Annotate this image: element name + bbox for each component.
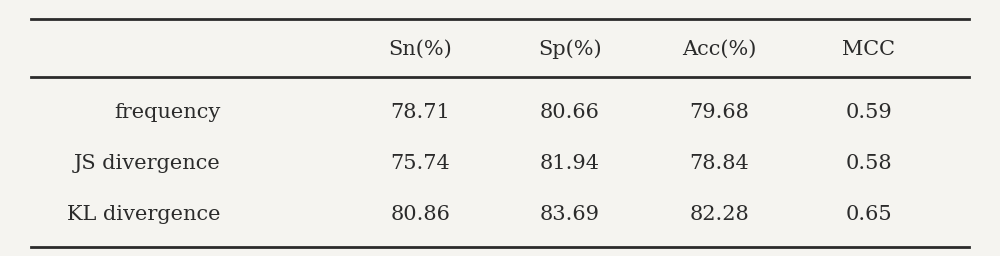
Text: Sn(%): Sn(%) [388, 40, 452, 59]
Text: 82.28: 82.28 [690, 205, 749, 223]
Text: 0.58: 0.58 [846, 154, 892, 173]
Text: 0.59: 0.59 [846, 103, 892, 122]
Text: 80.86: 80.86 [390, 205, 450, 223]
Text: 83.69: 83.69 [540, 205, 600, 223]
Text: frequency: frequency [114, 103, 221, 122]
Text: 81.94: 81.94 [540, 154, 600, 173]
Text: 78.84: 78.84 [690, 154, 749, 173]
Text: 0.65: 0.65 [846, 205, 892, 223]
Text: 79.68: 79.68 [689, 103, 749, 122]
Text: 78.71: 78.71 [390, 103, 450, 122]
Text: Sp(%): Sp(%) [538, 40, 602, 59]
Text: MCC: MCC [842, 40, 895, 59]
Text: Acc(%): Acc(%) [682, 40, 757, 59]
Text: 75.74: 75.74 [390, 154, 450, 173]
Text: 80.66: 80.66 [540, 103, 600, 122]
Text: JS divergence: JS divergence [74, 154, 221, 173]
Text: KL divergence: KL divergence [67, 205, 221, 223]
